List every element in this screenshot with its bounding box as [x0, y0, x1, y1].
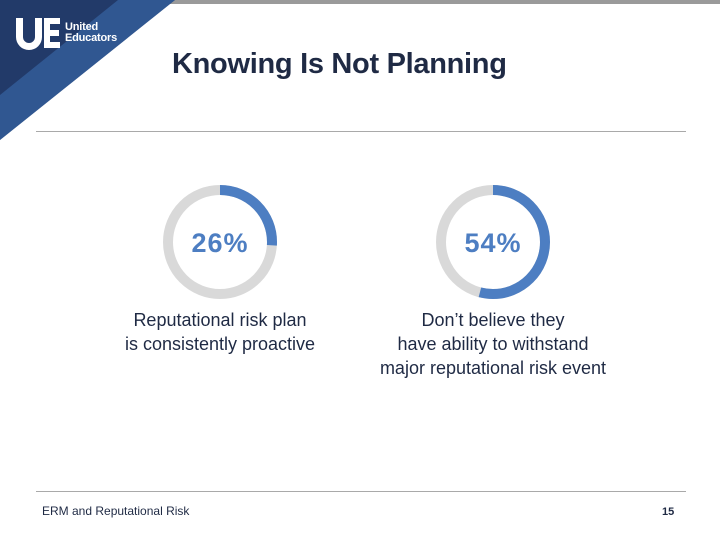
top-border: [0, 0, 720, 4]
footer-divider: [36, 491, 686, 492]
caption-line: have ability to withstand: [397, 334, 589, 354]
caption-line: is consistently proactive: [124, 334, 316, 354]
percent-label: 26%: [191, 228, 248, 258]
united-educators-logo: United Educators: [14, 16, 117, 50]
caption-line: major reputational risk event: [379, 358, 607, 378]
logo-line2: Educators: [65, 32, 117, 44]
footer-title: ERM and Reputational Risk: [42, 504, 190, 518]
donut-chart: 54%: [436, 185, 550, 299]
caption-line: Don’t believe they: [421, 310, 565, 330]
donut-arc: [163, 185, 277, 299]
percent-label: 54%: [464, 228, 521, 258]
stat-caption: Don’t believe they have ability to withs…: [363, 308, 623, 380]
donut-arc: [436, 185, 550, 299]
stat-caption: Reputational risk plan is consistently p…: [90, 308, 350, 356]
header-divider: [36, 131, 686, 132]
ue-logo-icon: [16, 18, 60, 50]
page-number: 15: [662, 506, 675, 518]
caption-line: Reputational risk plan: [133, 310, 307, 330]
logo-wordmark: United Educators: [65, 22, 117, 44]
logo-line1: United: [65, 21, 99, 33]
stat-withstand-event: 54% Don’t believe they have ability to w…: [363, 180, 623, 380]
corner-banner: [0, 0, 175, 140]
slide-title: Knowing Is Not Planning: [172, 48, 507, 80]
donut-chart: 26%: [163, 185, 277, 299]
stat-reputational-plan: 26% Reputational risk plan is consistent…: [90, 180, 350, 356]
